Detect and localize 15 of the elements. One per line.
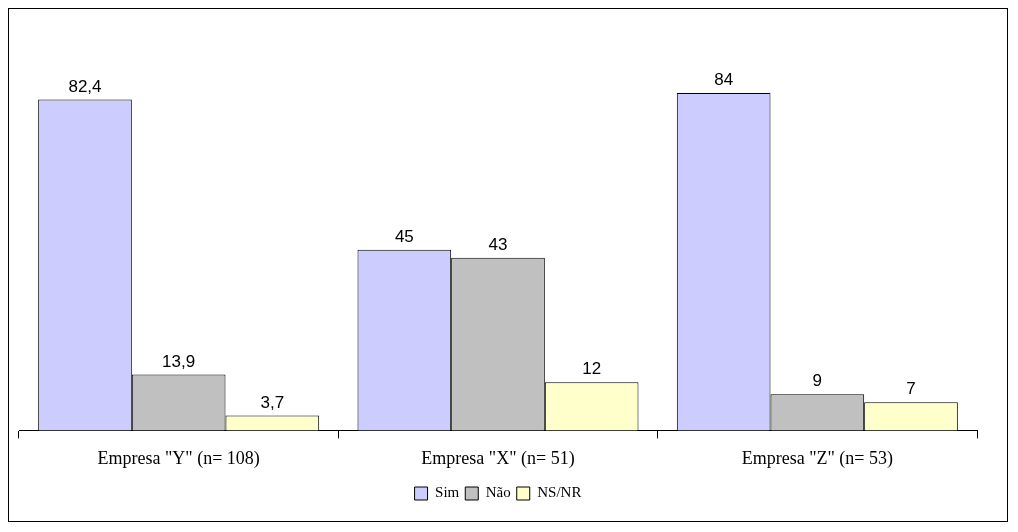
data-label: 45 [394,226,414,246]
x-tick-label: Empresa "Z" (n= 53) [741,447,893,469]
legend-label: NS/NR [537,484,582,501]
x-tick-label: Empresa "Y" (n= 108) [97,447,260,469]
legend-label: Sim [435,484,460,501]
data-label: 3,7 [260,392,285,412]
data-label: 84 [714,70,734,90]
data-label: 9 [812,371,823,391]
legend-label: Não [485,484,511,501]
data-label: 12 [582,359,602,379]
data-label: 13,9 [162,351,196,371]
x-tick-label: Empresa "X" (n= 51) [421,447,575,469]
data-label: 82,4 [68,76,102,96]
data-label: 7 [906,379,916,399]
data-label: 43 [488,234,508,254]
